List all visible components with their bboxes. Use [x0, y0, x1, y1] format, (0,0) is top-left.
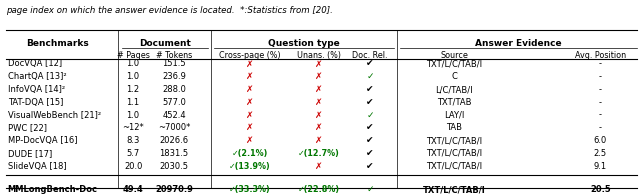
- Text: ✗: ✗: [246, 136, 253, 145]
- Text: TXT/L/C/TAB/I: TXT/L/C/TAB/I: [426, 59, 483, 68]
- Text: ✗: ✗: [315, 136, 323, 145]
- Text: 5.7: 5.7: [127, 149, 140, 158]
- Text: 20970.9: 20970.9: [155, 185, 193, 194]
- Text: C: C: [451, 72, 458, 81]
- Text: Source: Source: [440, 51, 468, 60]
- Text: 577.0: 577.0: [162, 98, 186, 107]
- Text: ✔: ✔: [366, 136, 374, 145]
- Text: 1831.5: 1831.5: [159, 149, 189, 158]
- Text: VisualWebBench [21]²: VisualWebBench [21]²: [8, 111, 101, 120]
- Text: 6.0: 6.0: [594, 136, 607, 145]
- Text: ✓: ✓: [366, 111, 374, 120]
- Text: ✗: ✗: [315, 72, 323, 81]
- Text: ✓: ✓: [366, 185, 374, 194]
- Text: TAT-DQA [15]: TAT-DQA [15]: [8, 98, 63, 107]
- Text: 49.4: 49.4: [123, 185, 143, 194]
- Text: L/C/TAB/I: L/C/TAB/I: [436, 85, 473, 94]
- Text: ~12*: ~12*: [122, 123, 144, 132]
- Text: 9.1: 9.1: [594, 162, 607, 171]
- Text: ✗: ✗: [246, 98, 253, 107]
- Text: 1.0: 1.0: [127, 111, 140, 120]
- Text: ✓(13.9%): ✓(13.9%): [228, 162, 271, 171]
- Text: ✔: ✔: [366, 98, 374, 107]
- Text: TAB: TAB: [447, 123, 462, 132]
- Text: Cross-page (%): Cross-page (%): [219, 51, 280, 60]
- Text: ✔: ✔: [366, 149, 374, 158]
- Text: TXT/L/C/TAB/I: TXT/L/C/TAB/I: [426, 162, 483, 171]
- Text: 2026.6: 2026.6: [159, 136, 189, 145]
- Text: MMLongBench-Doc: MMLongBench-Doc: [8, 185, 98, 194]
- Text: ✓(33.3%): ✓(33.3%): [228, 185, 271, 194]
- Text: ✗: ✗: [246, 123, 253, 132]
- Text: 2.5: 2.5: [594, 149, 607, 158]
- Text: 151.5: 151.5: [163, 59, 186, 68]
- Text: ✓(22.8%): ✓(22.8%): [298, 185, 340, 194]
- Text: TXT/TAB: TXT/TAB: [437, 98, 472, 107]
- Text: ✗: ✗: [246, 59, 253, 68]
- Text: ✗: ✗: [315, 98, 323, 107]
- Text: # Tokens: # Tokens: [156, 51, 192, 60]
- Text: 236.9: 236.9: [162, 72, 186, 81]
- Text: TXT/L/C/TAB/I: TXT/L/C/TAB/I: [426, 149, 483, 158]
- Text: ✔: ✔: [366, 85, 374, 94]
- Text: ~7000*: ~7000*: [158, 123, 190, 132]
- Text: ✗: ✗: [315, 59, 323, 68]
- Text: Answer Evidence: Answer Evidence: [475, 39, 562, 48]
- Text: TXT/L/C/TAB/I: TXT/L/C/TAB/I: [426, 136, 483, 145]
- Text: Question type: Question type: [268, 39, 340, 48]
- Text: ✔: ✔: [366, 162, 374, 171]
- Text: 452.4: 452.4: [163, 111, 186, 120]
- Text: DocVQA [12]: DocVQA [12]: [8, 59, 62, 68]
- Text: InfoVQA [14]²: InfoVQA [14]²: [8, 85, 65, 94]
- Text: Doc. Rel.: Doc. Rel.: [352, 51, 388, 60]
- Text: ✗: ✗: [246, 85, 253, 94]
- Text: ✓(12.7%): ✓(12.7%): [298, 149, 340, 158]
- Text: TXT/L/C/TAB/I: TXT/L/C/TAB/I: [423, 185, 486, 194]
- Text: LAY/I: LAY/I: [444, 111, 465, 120]
- Text: -: -: [599, 111, 602, 120]
- Text: ✔: ✔: [366, 123, 374, 132]
- Text: -: -: [599, 72, 602, 81]
- Text: -: -: [599, 98, 602, 107]
- Text: ✓: ✓: [366, 72, 374, 81]
- Text: 1.0: 1.0: [127, 72, 140, 81]
- Text: Unans. (%): Unans. (%): [297, 51, 340, 60]
- Text: SlideVQA [18]: SlideVQA [18]: [8, 162, 67, 171]
- Text: MP-DocVQA [16]: MP-DocVQA [16]: [8, 136, 77, 145]
- Text: 2030.5: 2030.5: [159, 162, 189, 171]
- Text: 1.2: 1.2: [127, 85, 140, 94]
- Text: ✗: ✗: [315, 162, 323, 171]
- Text: 8.3: 8.3: [127, 136, 140, 145]
- Text: # Pages: # Pages: [116, 51, 150, 60]
- Text: Document: Document: [139, 39, 191, 48]
- Text: DUDE [17]: DUDE [17]: [8, 149, 52, 158]
- Text: page index on which the answer evidence is located.  *:Statistics from [20].: page index on which the answer evidence …: [6, 6, 333, 15]
- Text: ✗: ✗: [315, 123, 323, 132]
- Text: ✗: ✗: [246, 111, 253, 120]
- Text: ✗: ✗: [246, 72, 253, 81]
- Text: Avg. Position: Avg. Position: [575, 51, 626, 60]
- Text: 1.1: 1.1: [127, 98, 140, 107]
- Text: 1.0: 1.0: [127, 59, 140, 68]
- Text: ✗: ✗: [315, 111, 323, 120]
- Text: ChartQA [13]²: ChartQA [13]²: [8, 72, 67, 81]
- Text: ✗: ✗: [315, 85, 323, 94]
- Text: ✓(2.1%): ✓(2.1%): [232, 149, 268, 158]
- Text: PWC [22]: PWC [22]: [8, 123, 47, 132]
- Text: -: -: [599, 123, 602, 132]
- Text: 288.0: 288.0: [162, 85, 186, 94]
- Text: -: -: [599, 85, 602, 94]
- Text: 20.5: 20.5: [590, 185, 611, 194]
- Text: 20.0: 20.0: [124, 162, 142, 171]
- Text: -: -: [599, 59, 602, 68]
- Text: Benchmarks: Benchmarks: [26, 39, 89, 48]
- Text: ✔: ✔: [366, 59, 374, 68]
